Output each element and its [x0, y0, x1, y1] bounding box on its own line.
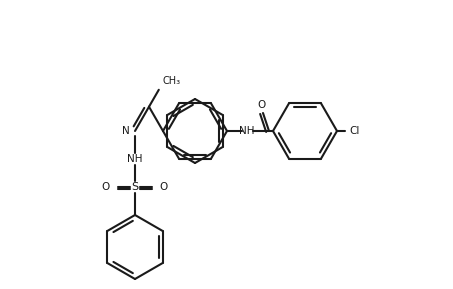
Text: S: S — [131, 182, 139, 192]
Text: O: O — [160, 182, 168, 192]
Text: Cl: Cl — [350, 126, 360, 136]
Text: O: O — [102, 182, 110, 192]
Text: CH₃: CH₃ — [163, 76, 181, 86]
Text: O: O — [258, 100, 266, 110]
Text: NH: NH — [239, 126, 255, 136]
Text: N: N — [122, 126, 130, 136]
Text: NH: NH — [127, 154, 143, 164]
